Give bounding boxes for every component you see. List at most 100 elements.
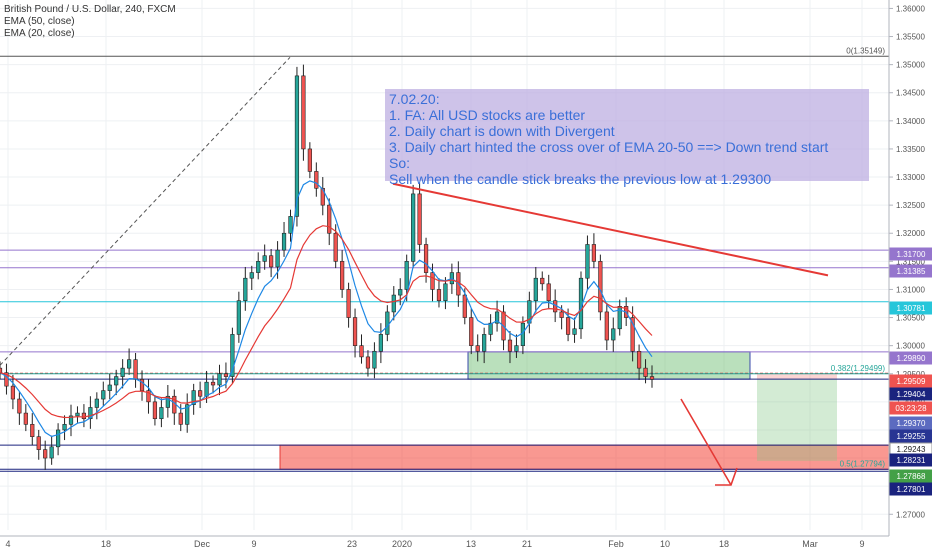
candle-body	[68, 415, 74, 425]
price-tag	[889, 469, 932, 483]
price-tag-label: 1.31385	[897, 267, 926, 276]
y-tick-label: 1.32500	[896, 201, 925, 210]
resistance-trend-line	[392, 182, 829, 277]
candle-body	[333, 232, 338, 262]
x-tick-label: 9	[251, 539, 256, 549]
y-tick-label: 1.31500	[896, 257, 925, 266]
annotation-note[interactable]: 7.02.20: 1. FA: All USD stocks are bette…	[385, 89, 869, 187]
candle-body	[520, 322, 525, 346]
y-tick-label: 1.35500	[896, 33, 925, 42]
legend-ema20[interactable]: EMA (20, close)	[4, 28, 75, 39]
candle-body	[30, 424, 35, 438]
candle-body	[546, 283, 551, 301]
candle-body	[598, 261, 603, 313]
candle-body	[165, 395, 170, 408]
candle-body	[159, 407, 164, 420]
arrow-shaft	[680, 398, 732, 486]
candle-body	[120, 367, 125, 377]
candle-body	[352, 317, 358, 346]
y-tick-label: 1.33000	[896, 173, 925, 182]
candle-body	[81, 412, 87, 420]
price-tag-label: 1.29255	[897, 432, 926, 441]
candle-body	[617, 306, 622, 330]
x-tick-label: 18	[719, 539, 729, 549]
price-tag	[889, 453, 932, 467]
candle-body	[649, 376, 655, 380]
stop-zone	[757, 373, 837, 380]
candle-body	[249, 272, 254, 279]
x-tick-label: 10	[660, 539, 670, 549]
candle-body	[469, 317, 474, 346]
price-tag	[889, 301, 932, 315]
candle-body	[75, 412, 80, 417]
candle-body	[611, 328, 616, 341]
candle-body	[340, 261, 345, 290]
x-tick-label: 2020	[392, 539, 412, 549]
candle-body	[294, 75, 300, 217]
chart-legend: British Pound / U.S. Dollar, 240, FXCM E…	[4, 4, 176, 40]
candle-body	[411, 193, 416, 262]
price-tag-label: 1.29370	[897, 419, 926, 428]
price-tag-label: 1.30781	[897, 304, 926, 313]
candle-body	[346, 289, 351, 318]
candle-body	[559, 311, 564, 318]
candle-body	[307, 148, 312, 172]
note-line: 3. Daily chart hinted the cross over of …	[389, 139, 829, 155]
x-tick-label: 21	[522, 539, 532, 549]
candle-body	[514, 345, 519, 352]
candle-body	[365, 356, 371, 369]
candle-body	[217, 373, 222, 386]
candle-body	[475, 345, 480, 352]
price-tag	[889, 416, 932, 430]
price-tag-label: 1.31700	[897, 250, 926, 259]
candle-body	[443, 283, 448, 301]
price-tag-label: 1.29890	[897, 354, 926, 363]
note-line: So:	[389, 155, 411, 171]
candle-body	[275, 249, 280, 268]
candle-body	[262, 255, 267, 262]
candle-body	[36, 436, 41, 450]
candle-body	[204, 381, 209, 397]
candle-body	[210, 381, 216, 386]
y-tick-label: 1.31000	[896, 285, 925, 294]
price-tag-label: 1.27801	[897, 485, 926, 494]
y-tick-label: 1.36000	[896, 4, 925, 13]
candle-body	[55, 429, 61, 448]
candle-body	[436, 289, 442, 301]
candle-body	[223, 373, 229, 377]
legend-ema50[interactable]: EMA (50, close)	[4, 16, 75, 27]
candle-body	[314, 171, 319, 189]
candle-body	[572, 328, 577, 335]
y-tick-label: 1.34000	[896, 117, 925, 126]
y-tick-label: 1.30500	[896, 314, 925, 323]
price-tag	[889, 374, 932, 388]
candle-body	[585, 244, 590, 279]
arrow-head	[715, 467, 738, 486]
price-tag-label: 1.29404	[897, 390, 926, 399]
candle-body	[4, 372, 9, 387]
candle-body	[288, 216, 293, 234]
fib-label: 0.382(1.29499)	[831, 364, 886, 373]
candle-body	[62, 424, 67, 431]
candle-body	[430, 272, 435, 290]
candle-body	[320, 187, 325, 206]
price-tag-label: 1.29509	[897, 377, 926, 386]
support-zone	[467, 351, 751, 380]
y-tick-label: 1.32000	[896, 229, 925, 238]
candle-body	[0, 367, 3, 373]
candle-body	[23, 412, 28, 425]
candle-body	[359, 345, 364, 358]
candle-body	[185, 404, 190, 425]
candle-body	[243, 277, 248, 301]
x-tick-label: Mar	[802, 539, 818, 549]
candle-body	[591, 244, 597, 262]
price-tag	[889, 401, 932, 415]
candle-body	[636, 350, 642, 369]
price-tag	[889, 387, 932, 401]
candle-body	[107, 384, 112, 391]
candle-body	[533, 277, 538, 301]
fib-label: 0(1.35149)	[846, 46, 885, 55]
x-tick-label: Dec	[194, 539, 211, 549]
x-tick-label: Feb	[608, 539, 624, 549]
